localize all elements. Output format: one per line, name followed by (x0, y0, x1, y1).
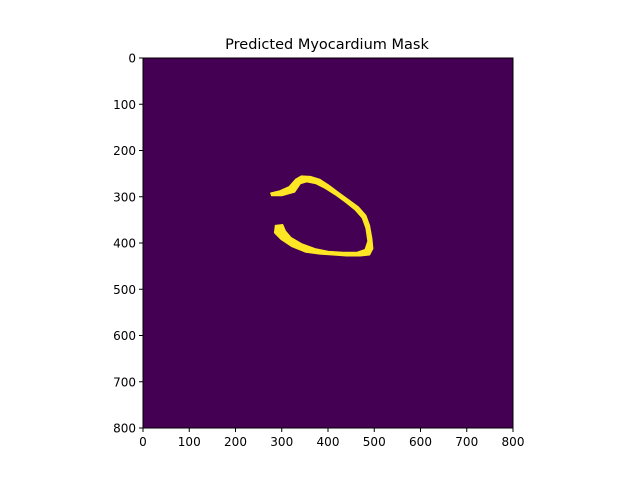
y-tick-label: 500 (113, 283, 136, 297)
x-tick-label: 800 (502, 435, 525, 449)
x-tick-label: 200 (224, 435, 247, 449)
x-tick-label: 100 (178, 435, 201, 449)
y-tick-label: 0 (128, 52, 136, 66)
y-tick-label: 100 (113, 98, 136, 112)
y-axis: 0 100 200 300 400 500 600 700 800 (113, 52, 143, 436)
y-tick-label: 200 (113, 144, 136, 158)
y-tick-label: 600 (113, 329, 136, 343)
y-tick-label: 800 (113, 422, 136, 436)
x-axis: 0 100 200 300 400 500 600 700 800 (139, 428, 524, 449)
y-tick-label: 400 (113, 237, 136, 251)
x-tick-label: 700 (455, 435, 478, 449)
x-tick-label: 0 (139, 435, 147, 449)
x-tick-label: 500 (363, 435, 386, 449)
heatmap-background (143, 58, 513, 428)
y-tick-label: 300 (113, 190, 136, 204)
x-tick-label: 300 (270, 435, 293, 449)
x-tick-label: 400 (317, 435, 340, 449)
y-tick-label: 700 (113, 375, 136, 389)
myocardium-mask (270, 175, 374, 257)
x-tick-label: 600 (409, 435, 432, 449)
chart-title: Predicted Myocardium Mask (225, 37, 429, 53)
